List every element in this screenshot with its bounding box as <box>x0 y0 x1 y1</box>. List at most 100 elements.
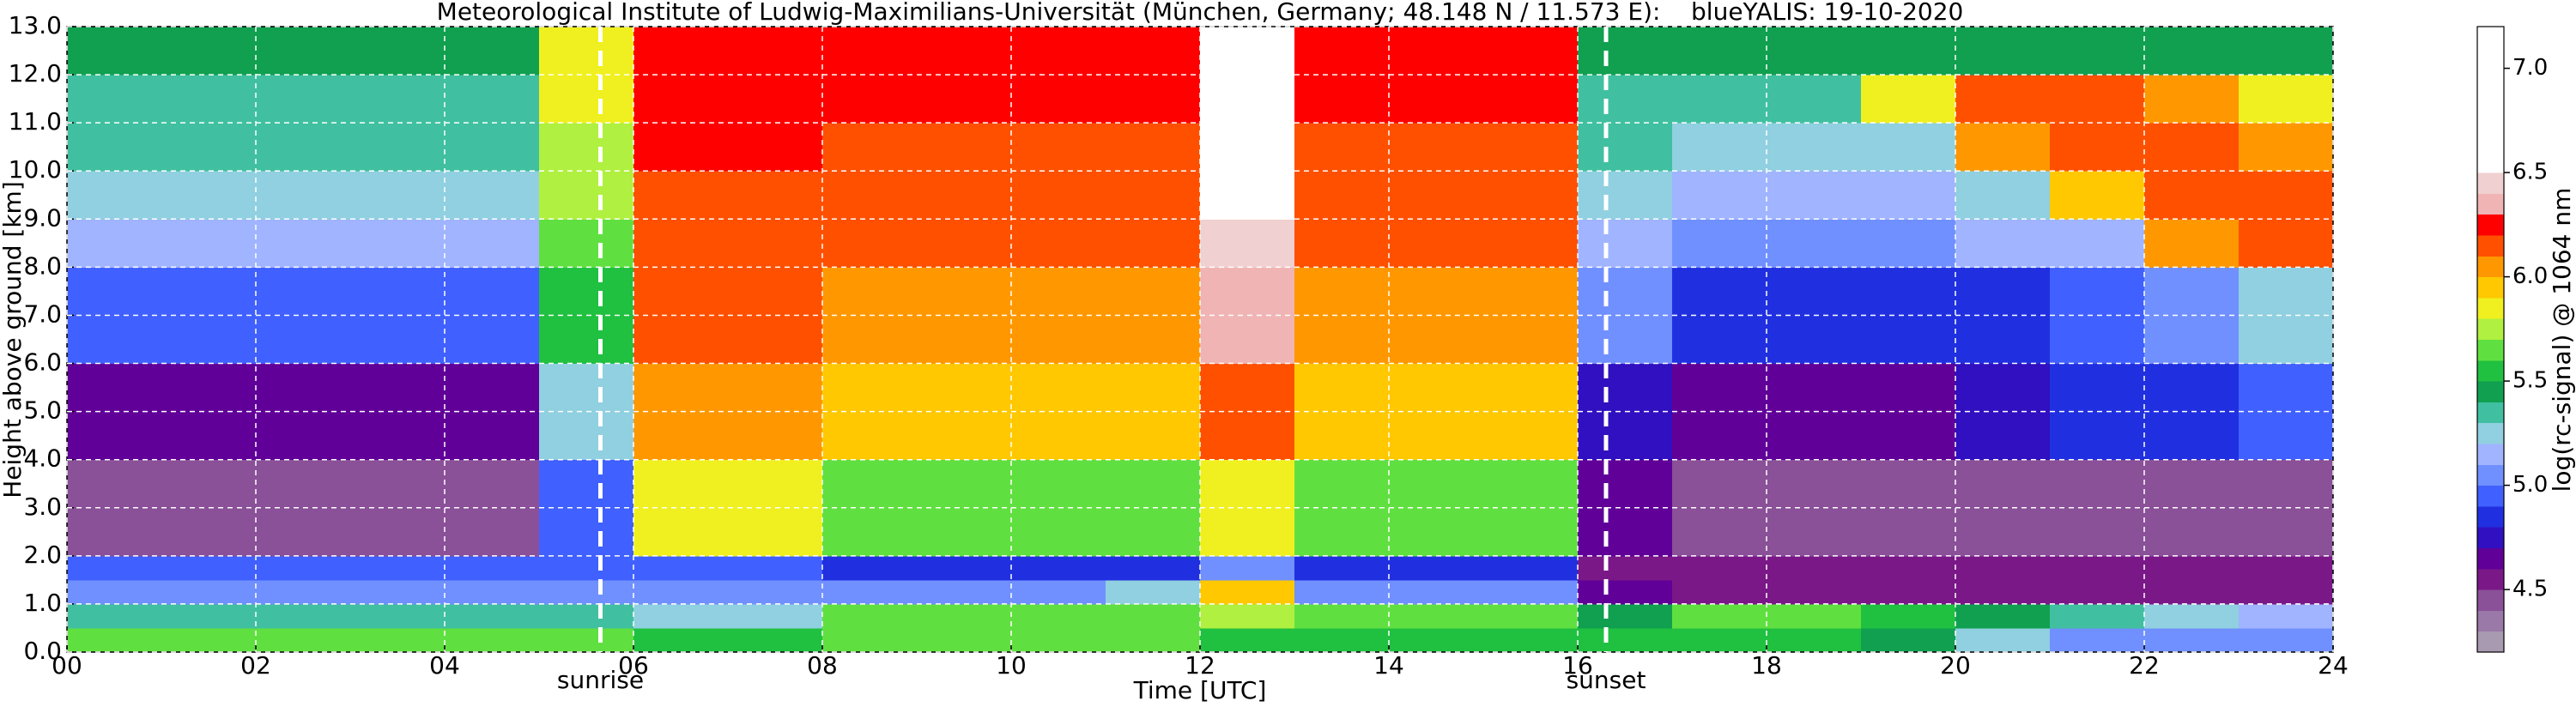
heatmap-cell <box>67 555 162 581</box>
y-tick-label: 4.0 <box>23 444 62 473</box>
heatmap-cell <box>1294 123 1390 172</box>
heatmap-cell <box>1106 603 1201 629</box>
y-tick-label: 11.0 <box>9 107 62 136</box>
heatmap-cell <box>2144 627 2240 653</box>
heatmap-cell <box>2239 219 2334 268</box>
y-tick-label: 0.0 <box>23 637 62 665</box>
colorbar-level <box>2477 130 2504 153</box>
heatmap-cell <box>822 219 918 268</box>
heatmap-cell <box>2050 579 2145 605</box>
heatmap-cell <box>1767 123 1862 172</box>
heatmap-cell <box>633 123 729 172</box>
heatmap-cell <box>1955 123 2051 172</box>
heatmap-cell <box>350 603 445 629</box>
heatmap-cell <box>2050 603 2145 629</box>
heatmap-cell <box>1955 627 2051 653</box>
heatmap-cell <box>2050 219 2145 268</box>
heatmap-cell <box>1767 171 1862 220</box>
heatmap-cell <box>1767 579 1862 605</box>
heatmap-cell <box>256 171 351 220</box>
heatmap-cell <box>728 579 823 605</box>
heatmap-cell <box>539 555 634 581</box>
heatmap-cell <box>822 27 918 76</box>
heatmap-cell <box>350 123 445 172</box>
heatmap-cell <box>256 219 351 268</box>
heatmap-cell <box>1106 579 1201 605</box>
heatmap-cell <box>1861 171 1956 220</box>
heatmap-cell <box>67 75 162 124</box>
heatmap-cell <box>822 603 918 629</box>
colorbar-level <box>2477 276 2504 299</box>
colorbar-tick-label: 6.0 <box>2512 263 2548 289</box>
heatmap-cell <box>67 27 162 76</box>
heatmap-cell <box>1955 603 2051 629</box>
colorbar-level <box>2477 381 2504 402</box>
heatmap-cell <box>1861 123 1956 172</box>
heatmap-cell <box>1861 75 1956 124</box>
heatmap-cell <box>2144 219 2240 268</box>
heatmap-cell <box>539 603 634 629</box>
colorbar-level <box>2477 589 2504 611</box>
colorbar-tick-label: 4.5 <box>2512 577 2548 602</box>
heatmap-cell <box>1672 627 1767 653</box>
heatmap-cell <box>1955 579 2051 605</box>
heatmap-cell <box>539 123 634 172</box>
colorbar-level <box>2477 297 2504 319</box>
heatmap-cell <box>2239 123 2334 172</box>
colorbar-tick-label: 7.0 <box>2512 55 2548 81</box>
heatmap-cell <box>539 627 634 653</box>
heatmap-cell <box>2239 27 2334 76</box>
heatmap-cell <box>1389 603 1484 629</box>
heatmap-cell <box>1389 627 1484 653</box>
heatmap-cell <box>445 627 540 653</box>
heatmap-cell <box>1955 219 2051 268</box>
heatmap-cell <box>917 123 1012 172</box>
colorbar-level <box>2477 68 2504 90</box>
x-tick-label: 22 <box>2129 651 2160 680</box>
x-tick-label: 20 <box>1940 651 1971 680</box>
heatmap-cell <box>1294 555 1390 581</box>
heatmap-cell <box>1483 579 1579 605</box>
heatmap-cell <box>2239 75 2334 124</box>
heatmap-cell <box>2239 579 2334 605</box>
heatmap-cell <box>2144 123 2240 172</box>
heatmap-cell <box>1011 123 1106 172</box>
heatmap-cell <box>1483 123 1579 172</box>
colorbar-level <box>2477 444 2504 465</box>
colorbar-level <box>2477 193 2504 215</box>
heatmap-cell <box>728 219 823 268</box>
heatmap-cell <box>2144 555 2240 581</box>
colorbar-level <box>2477 422 2504 444</box>
heatmap-cell <box>2050 75 2145 124</box>
heatmap-cell <box>1106 627 1201 653</box>
colorbar-level <box>2477 88 2504 111</box>
heatmap-cell <box>161 27 257 76</box>
y-tick-label: 9.0 <box>23 203 62 232</box>
heatmap-cell <box>67 123 162 172</box>
heatmap-cell <box>1200 579 1295 605</box>
y-tick-label: 12.0 <box>9 59 62 88</box>
heatmap-cell <box>728 603 823 629</box>
heatmap-cell <box>2144 75 2240 124</box>
heatmap-cell <box>1200 219 1295 268</box>
heatmap-cell <box>917 219 1012 268</box>
colorbar-level <box>2477 402 2504 424</box>
heatmap-cell <box>633 627 729 653</box>
heatmap-cell <box>161 75 257 124</box>
heatmap-cell <box>1483 27 1579 76</box>
colorbar-level <box>2477 505 2504 528</box>
heatmap-cell <box>1767 603 1862 629</box>
heatmap-cell <box>445 603 540 629</box>
heatmap-cell <box>1011 555 1106 581</box>
colorbar-level <box>2477 631 2504 653</box>
heatmap-cell <box>67 603 162 629</box>
heatmap-cell <box>1011 627 1106 653</box>
heatmap-cell <box>1578 627 1673 653</box>
heatmap-cell <box>2239 627 2334 653</box>
heatmap-cell <box>1011 171 1106 220</box>
chart-title: Meteorological Institute of Ludwig-Maxim… <box>437 0 1964 26</box>
heatmap-cell <box>1767 75 1862 124</box>
heatmap-cell <box>445 27 540 76</box>
heatmap-cell <box>1011 219 1106 268</box>
colorbar-level <box>2477 527 2504 548</box>
